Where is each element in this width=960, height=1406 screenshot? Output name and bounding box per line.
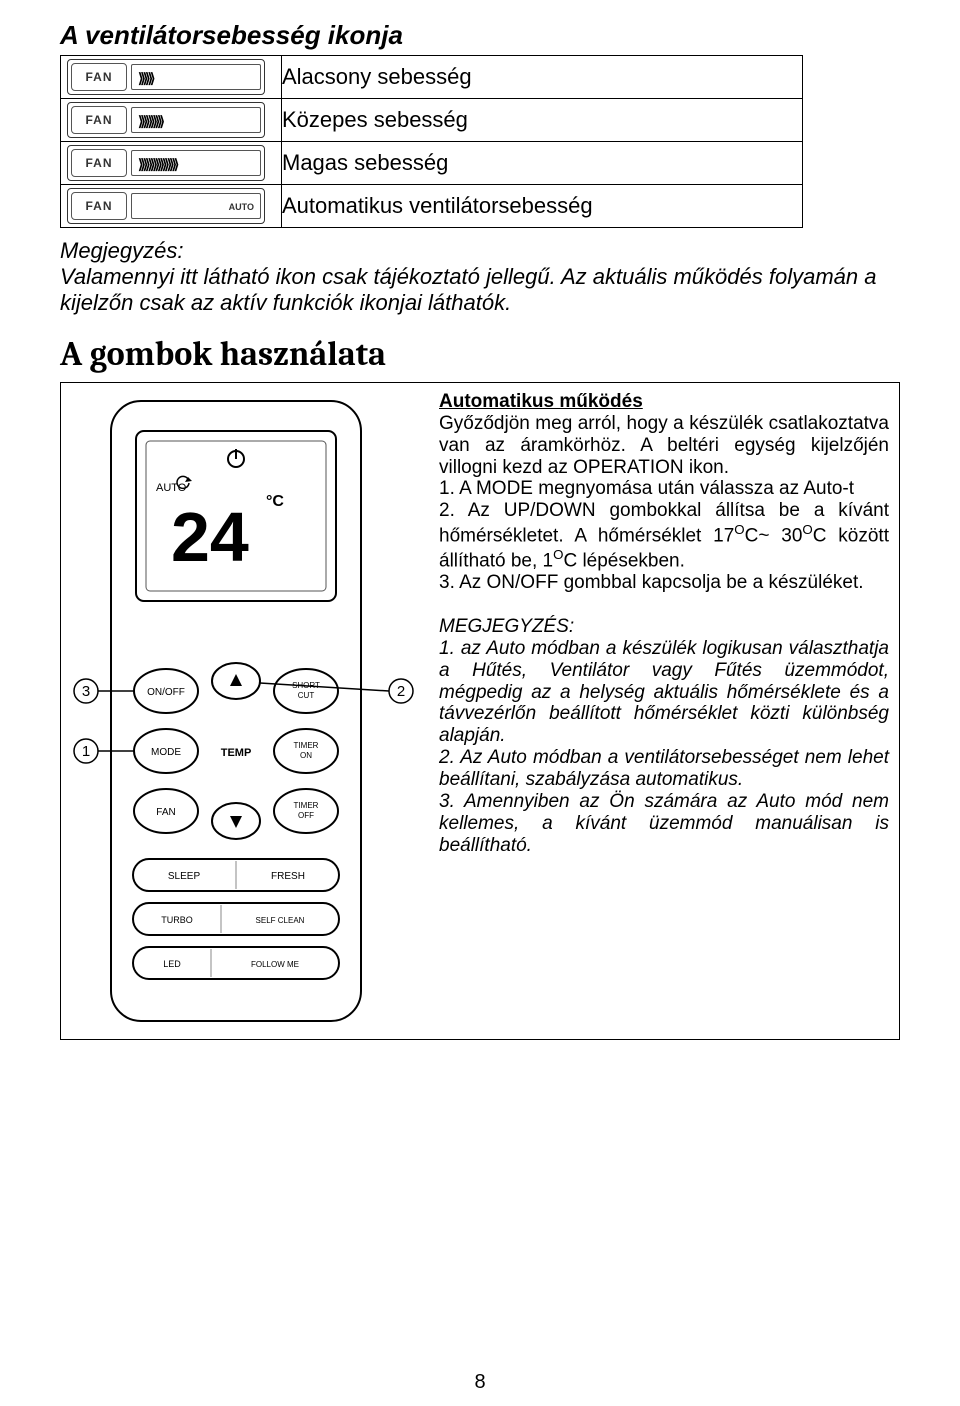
note-body: Valamennyi itt látható ikon csak tájékoz…: [60, 264, 876, 315]
temp-down-button: [212, 803, 260, 839]
auto-step-3: 3. Az ON/OFF gombbal kapcsolja be a kész…: [439, 572, 889, 594]
fan-table-row: FAN⟫⟫⟫⟫⟫Közepes sebesség: [61, 99, 803, 142]
svg-text:TIMER: TIMER: [294, 741, 319, 750]
fan-button-icon: FAN: [71, 192, 127, 220]
fan-icon-cell: FAN⟫⟫⟫⟫⟫: [61, 99, 282, 142]
section-title-fan-icon: A ventilátorsebesség ikonja: [60, 20, 900, 51]
temp-label: TEMP: [221, 747, 252, 759]
auto-note-3: 3. Amennyiben az Ön számára az Auto mód …: [439, 791, 889, 857]
svg-text:SELF CLEAN: SELF CLEAN: [256, 916, 305, 925]
svg-text:OFF: OFF: [298, 811, 314, 820]
auto-note-2: 2. Az Auto módban a ventilátorsebességet…: [439, 747, 889, 791]
svg-text:FAN: FAN: [156, 807, 175, 818]
timer-on-button: TIMER ON: [274, 729, 338, 773]
svg-text:FRESH: FRESH: [271, 871, 305, 882]
fan-button-icon: FAN: [71, 106, 127, 134]
auto-notes: MEGJEGYZÉS: 1. az Auto módban a készülék…: [439, 616, 889, 856]
svg-text:SLEEP: SLEEP: [168, 871, 201, 882]
auto-step-1: 1. A MODE megnyomása után válassza az Au…: [439, 478, 889, 500]
auto-operation-intro: Győződjön meg arról, hogy a készülék csa…: [439, 413, 889, 479]
svg-text:TIMER: TIMER: [294, 801, 319, 810]
svg-text:MODE: MODE: [151, 747, 181, 758]
display-temp-text: 24: [171, 498, 249, 576]
fan-label-cell: Magas sebesség: [282, 142, 803, 185]
note-block: Megjegyzés: Valamennyi itt látható ikon …: [60, 238, 900, 316]
fan-table-row: FAN⟫⟫⟫Alacsony sebesség: [61, 56, 803, 99]
fan-icon-cell: FAN⟫⟫⟫: [61, 56, 282, 99]
remote-svg: AUTO 24 °C ON/OFF SHORT CUT: [71, 391, 421, 1031]
usage-text-column: Automatikus működés Győződjön meg arról,…: [439, 391, 889, 1031]
callout-1: 1: [82, 743, 90, 760]
auto-operation-heading: Automatikus működés: [439, 391, 889, 413]
fan-button-icon: FAN: [71, 149, 127, 177]
timer-off-button: TIMER OFF: [274, 789, 338, 833]
sleep-fresh-button: SLEEP FRESH: [133, 859, 339, 891]
fan-label-cell: Automatikus ventilátorsebesség: [282, 185, 803, 228]
fan-icon-cell: FAN⟫⟫⟫⟫⟫⟫⟫⟫: [61, 142, 282, 185]
fan-button-icon: FAN: [71, 63, 127, 91]
callout-3: 3: [82, 683, 90, 700]
shortcut-button: SHORT CUT: [274, 669, 338, 713]
fan-table-row: FANAUTOAutomatikus ventilátorsebesség: [61, 185, 803, 228]
remote-diagram: AUTO 24 °C ON/OFF SHORT CUT: [71, 391, 421, 1031]
callout-2: 2: [397, 683, 405, 700]
fan-display-icon: ⟫⟫⟫⟫⟫⟫⟫⟫: [131, 150, 261, 176]
svg-text:FOLLOW ME: FOLLOW ME: [251, 960, 299, 969]
led-followme-button: LED FOLLOW ME: [133, 947, 339, 979]
turbo-selfclean-button: TURBO SELF CLEAN: [133, 903, 339, 935]
fan-display-icon: ⟫⟫⟫⟫⟫: [131, 107, 261, 133]
auto-note-label: MEGJEGYZÉS:: [439, 616, 889, 638]
svg-text:LED: LED: [163, 959, 181, 969]
fan-label-cell: Közepes sebesség: [282, 99, 803, 142]
fan-display-icon: ⟫⟫⟫: [131, 64, 261, 90]
temp-up-button: [212, 663, 260, 699]
usage-box: AUTO 24 °C ON/OFF SHORT CUT: [60, 382, 900, 1040]
svg-text:TURBO: TURBO: [161, 915, 193, 925]
fan-display-icon: AUTO: [131, 193, 261, 219]
note-label: Megjegyzés:: [60, 238, 184, 263]
fan-table-row: FAN⟫⟫⟫⟫⟫⟫⟫⟫Magas sebesség: [61, 142, 803, 185]
display-unit-text: °C: [266, 493, 284, 510]
fan-speed-table: FAN⟫⟫⟫Alacsony sebességFAN⟫⟫⟫⟫⟫Közepes s…: [60, 55, 803, 228]
auto-step-2: 2. Az UP/DOWN gombokkal állítsa be a kív…: [439, 500, 889, 572]
mode-button: MODE: [134, 729, 198, 773]
heading-button-usage: A gombok használata: [60, 334, 900, 374]
svg-text:CUT: CUT: [298, 691, 315, 700]
auto-note-1: 1. az Auto módban a készülék logikusan v…: [439, 638, 889, 747]
fan-label-cell: Alacsony sebesség: [282, 56, 803, 99]
svg-text:ON/OFF: ON/OFF: [147, 687, 185, 698]
page-number: 8: [0, 1371, 960, 1394]
onoff-button: ON/OFF: [134, 669, 198, 713]
fan-icon-cell: FANAUTO: [61, 185, 282, 228]
svg-text:ON: ON: [300, 751, 312, 760]
fan-button: FAN: [134, 789, 198, 833]
